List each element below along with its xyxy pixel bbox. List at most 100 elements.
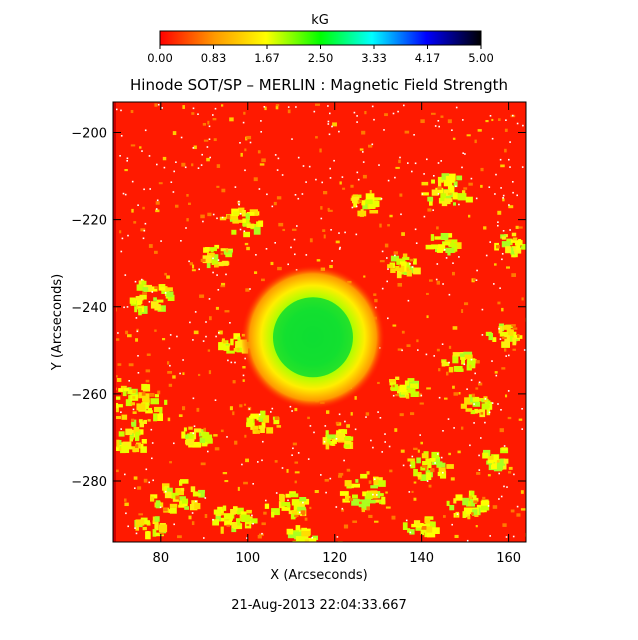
plage-block (169, 503, 178, 508)
noise-pixel (402, 464, 405, 467)
speck (204, 514, 208, 518)
noise-pixel (405, 519, 408, 522)
speck (128, 363, 134, 367)
plage-block (165, 287, 173, 291)
speck (475, 525, 478, 528)
noise-pixel (287, 106, 290, 108)
speck (261, 522, 266, 526)
plage-block (335, 432, 345, 441)
plage-block (233, 211, 240, 216)
plage-block (400, 389, 409, 395)
noise-pixel (388, 445, 391, 448)
plage-block (375, 477, 383, 481)
plage-block (429, 201, 433, 206)
speck (167, 361, 170, 365)
noise-pixel (498, 472, 500, 475)
speck (458, 392, 461, 395)
noise-pixel (354, 428, 357, 431)
speck (482, 496, 486, 501)
noise-pixel (208, 138, 211, 140)
noise-pixel (503, 485, 505, 488)
noise-pixel (212, 114, 214, 116)
noise-pixel (489, 241, 491, 243)
plage-block (513, 331, 517, 337)
speck (218, 330, 223, 335)
noise-pixel (445, 257, 448, 259)
speck (487, 474, 491, 477)
plage-block (434, 236, 444, 240)
noise-pixel (521, 428, 523, 430)
speck (520, 490, 524, 494)
noise-pixel (173, 523, 175, 526)
plage-block (211, 259, 219, 265)
plage-block (364, 199, 373, 205)
speck (409, 258, 414, 262)
plage-block (441, 173, 449, 180)
speck (275, 104, 280, 107)
plage-block (443, 180, 453, 187)
noise-pixel (226, 436, 228, 438)
colorbar-tick-label: 3.33 (361, 51, 387, 65)
speck (448, 192, 452, 196)
noise-pixel (331, 125, 333, 128)
plage-block (491, 463, 497, 470)
plage-block (198, 490, 205, 498)
noise-pixels (113, 103, 526, 542)
plage-block (425, 458, 431, 464)
speck (348, 498, 353, 501)
noise-pixel (132, 408, 135, 411)
plage-block (247, 212, 255, 216)
speck (417, 449, 420, 453)
noise-pixel (295, 106, 297, 108)
speck (406, 267, 409, 272)
plage-block (413, 258, 417, 265)
speck (326, 410, 330, 414)
plage-block (505, 246, 512, 254)
noise-pixel (480, 437, 482, 439)
plage-block (222, 505, 227, 511)
plage-block (121, 414, 128, 420)
speck (229, 406, 233, 411)
noise-pixel (143, 188, 145, 191)
speck (471, 393, 475, 398)
noise-pixel (148, 155, 151, 157)
plage-block (463, 512, 471, 518)
plage-block (470, 490, 475, 498)
noise-pixel (409, 464, 412, 467)
plage-block (131, 419, 137, 427)
speck (474, 139, 477, 144)
speck (444, 397, 448, 400)
plage-block (287, 531, 295, 539)
speck (379, 260, 385, 263)
speck (389, 469, 393, 473)
plage-block (498, 326, 503, 334)
noise-pixel (156, 163, 158, 166)
noise-pixel (394, 254, 396, 257)
plage-block (154, 304, 161, 311)
plage-block (290, 513, 296, 520)
plage-block (430, 458, 436, 462)
noise-pixel (411, 455, 414, 458)
colorbar-tick-label: 1.67 (254, 51, 280, 65)
plage-block (230, 509, 236, 515)
speck (368, 514, 373, 519)
plage-block (180, 479, 189, 484)
noise-pixel (149, 188, 151, 190)
noise-pixel (141, 150, 143, 152)
noise-pixel (362, 161, 365, 163)
noise-pixel (290, 246, 292, 249)
speck (320, 206, 323, 210)
speck (404, 130, 410, 134)
speck (364, 111, 367, 115)
noise-pixel (157, 103, 160, 106)
noise-pixel (241, 463, 243, 466)
noise-pixel (137, 355, 139, 357)
speck (374, 520, 379, 523)
speck (466, 134, 471, 137)
noise-pixel (440, 456, 443, 459)
speck (443, 515, 446, 518)
speck (309, 506, 312, 510)
noise-pixel (193, 425, 196, 427)
plage-block (153, 297, 157, 301)
plage-block (487, 400, 491, 405)
